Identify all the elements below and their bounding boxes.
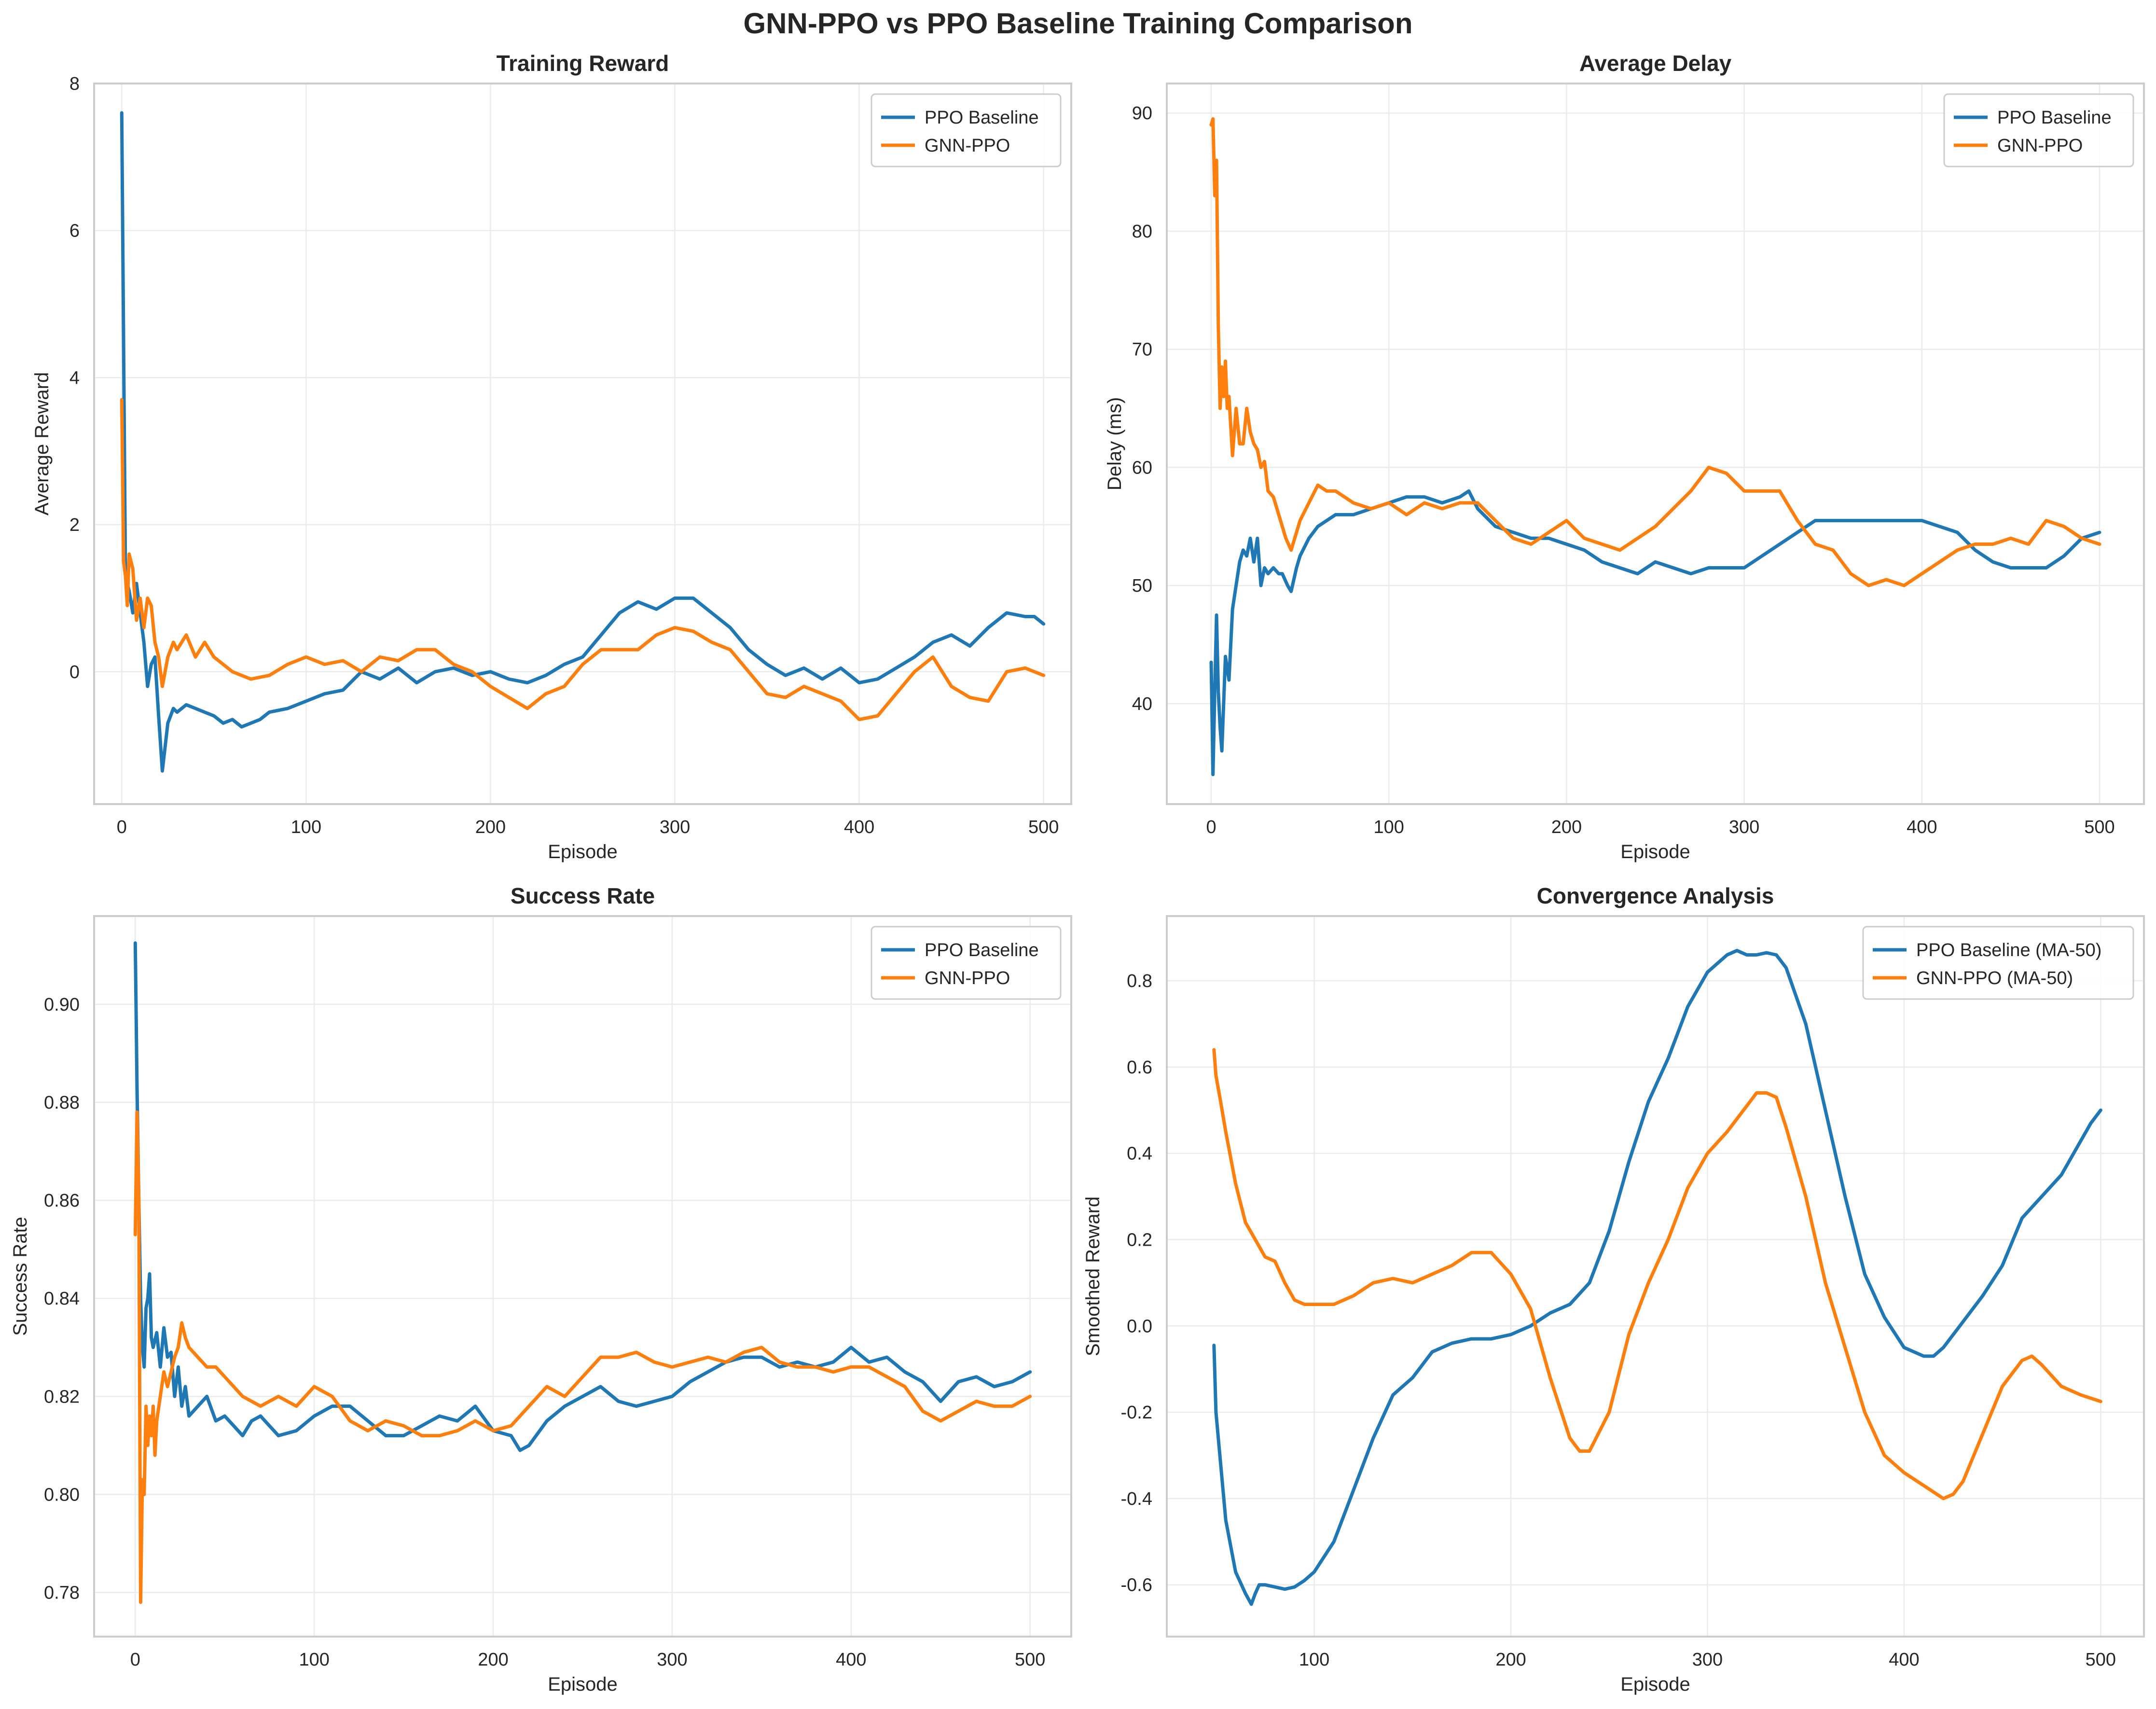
y-tick-label: 0.88: [44, 1093, 80, 1113]
legend-entry: PPO Baseline: [925, 108, 1039, 128]
x-axis-label: Episode: [548, 841, 618, 862]
x-tick-label: 300: [1692, 1650, 1723, 1670]
series-line-gnn: [1209, 117, 2101, 587]
series-line-ppo: [120, 111, 1046, 773]
x-axis-label: Episode: [548, 1674, 618, 1695]
series-line-ppo: [1212, 949, 2102, 1606]
y-tick-label: 0.84: [44, 1289, 80, 1309]
x-tick-label: 400: [836, 1650, 866, 1670]
axes-frame: [1166, 83, 2145, 805]
y-tick-label: 4: [69, 368, 80, 388]
legend: PPO Baseline (MA-50) GNN-PPO (MA-50): [1862, 926, 2134, 1000]
x-tick-label: 200: [1551, 817, 1582, 837]
x-tick-label: 100: [291, 817, 321, 837]
legend-entry: PPO Baseline: [925, 940, 1039, 960]
y-tick-label: 6: [69, 221, 80, 241]
series-line-gnn: [1212, 1048, 2102, 1501]
y-tick-label: -0.2: [1121, 1403, 1152, 1423]
subplot-title: Success Rate: [511, 883, 655, 908]
legend-entry: PPO Baseline: [1997, 108, 2112, 128]
y-tick-label: 0.80: [44, 1485, 80, 1505]
legend-box: [871, 93, 1062, 167]
y-tick-label: 0.2: [1127, 1230, 1152, 1250]
legend-entry: GNN-PPO (MA-50): [1916, 968, 2073, 988]
legend-box: [1862, 926, 2134, 1000]
x-tick-label: 500: [1015, 1650, 1045, 1670]
x-tick-label: 0: [117, 817, 127, 837]
x-tick-label: 500: [2086, 1650, 2116, 1670]
y-tick-label: 0: [69, 662, 80, 682]
series-line-gnn: [133, 1110, 1032, 1604]
y-axis-label: Success Rate: [10, 1217, 31, 1336]
subplot-title: Convergence Analysis: [1537, 883, 1774, 908]
series-line-ppo: [133, 941, 1032, 1452]
legend-entry: GNN-PPO: [925, 968, 1010, 988]
figure-title: GNN-PPO vs PPO Baseline Training Compari…: [743, 7, 1413, 40]
y-axis-label: Average Reward: [31, 372, 53, 515]
legend-box: [871, 926, 1062, 1000]
y-tick-label: 0.90: [44, 995, 80, 1015]
x-axis-label: Episode: [1620, 1674, 1690, 1695]
y-axis-label: Smoothed Reward: [1082, 1196, 1104, 1356]
y-tick-label: 0.0: [1127, 1316, 1152, 1336]
x-tick-label: 100: [1299, 1650, 1329, 1670]
series-line-ppo: [1209, 489, 2101, 777]
x-tick-label: 200: [478, 1650, 508, 1670]
x-tick-label: 500: [2084, 817, 2115, 837]
y-tick-label: 0.8: [1127, 971, 1152, 991]
y-tick-label: -0.6: [1121, 1575, 1152, 1596]
subplot-1: 0 100 200 300 400 500 0 2 4 6 8 Episode Average Rewa…: [31, 51, 1072, 862]
x-tick-label: 0: [130, 1650, 140, 1670]
x-tick-label: 0: [1206, 817, 1216, 837]
x-tick-label: 100: [1374, 817, 1404, 837]
subplot-2: 0 100 200 300 400 500 40 50 60 70 80 90 Episode Delay…: [1104, 51, 2145, 862]
x-tick-label: 300: [1729, 817, 1759, 837]
x-tick-label: 400: [1889, 1650, 1919, 1670]
y-tick-label: 0.82: [44, 1387, 80, 1407]
y-tick-label: 40: [1132, 694, 1152, 714]
y-axis-label: Delay (ms): [1104, 397, 1125, 490]
axes-frame: [1166, 915, 2145, 1638]
subplot-3: 0 100 200 300 400 500 0.78 0.80 0.82 0.84 0.86 0.88…: [10, 883, 1072, 1695]
legend: PPO Baseline GNN-PPO: [871, 93, 1062, 167]
x-tick-label: 200: [475, 817, 506, 837]
subplot-title: Average Delay: [1579, 51, 1732, 76]
x-tick-label: 400: [844, 817, 874, 837]
y-tick-label: 90: [1132, 103, 1152, 124]
x-axis-label: Episode: [1620, 841, 1690, 862]
y-tick-label: 0.86: [44, 1191, 80, 1211]
x-tick-label: 300: [660, 817, 690, 837]
legend-entry: GNN-PPO: [1997, 136, 2083, 156]
subplot-4: 100 200 300 400 500 -0.6 -0.4 -0.2 0.0 0.2 0.4 0.6 0…: [1082, 883, 2145, 1695]
x-tick-label: 500: [1028, 817, 1059, 837]
y-tick-label: 2: [69, 515, 80, 535]
y-tick-label: 8: [69, 74, 80, 94]
x-tick-label: 200: [1495, 1650, 1526, 1670]
x-tick-label: 100: [299, 1650, 329, 1670]
y-tick-label: 50: [1132, 576, 1152, 596]
legend-entry: PPO Baseline (MA-50): [1916, 940, 2101, 960]
y-tick-label: -0.4: [1121, 1489, 1152, 1509]
y-tick-label: 60: [1132, 458, 1152, 478]
series-line-gnn: [120, 398, 1046, 722]
legend-entry: GNN-PPO: [925, 136, 1010, 156]
legend-box: [1943, 93, 2134, 167]
y-tick-label: 0.78: [44, 1583, 80, 1603]
y-tick-label: 0.4: [1127, 1144, 1152, 1164]
y-tick-label: 70: [1132, 340, 1152, 360]
x-tick-label: 400: [1907, 817, 1937, 837]
axes-frame: [93, 83, 1072, 805]
subplot-title: Training Reward: [497, 51, 669, 76]
legend: PPO Baseline GNN-PPO: [871, 926, 1062, 1000]
legend: PPO Baseline GNN-PPO: [1943, 93, 2134, 167]
axes-frame: [93, 915, 1072, 1638]
x-tick-label: 300: [657, 1650, 687, 1670]
y-tick-label: 80: [1132, 222, 1152, 242]
y-tick-label: 0.6: [1127, 1057, 1152, 1078]
